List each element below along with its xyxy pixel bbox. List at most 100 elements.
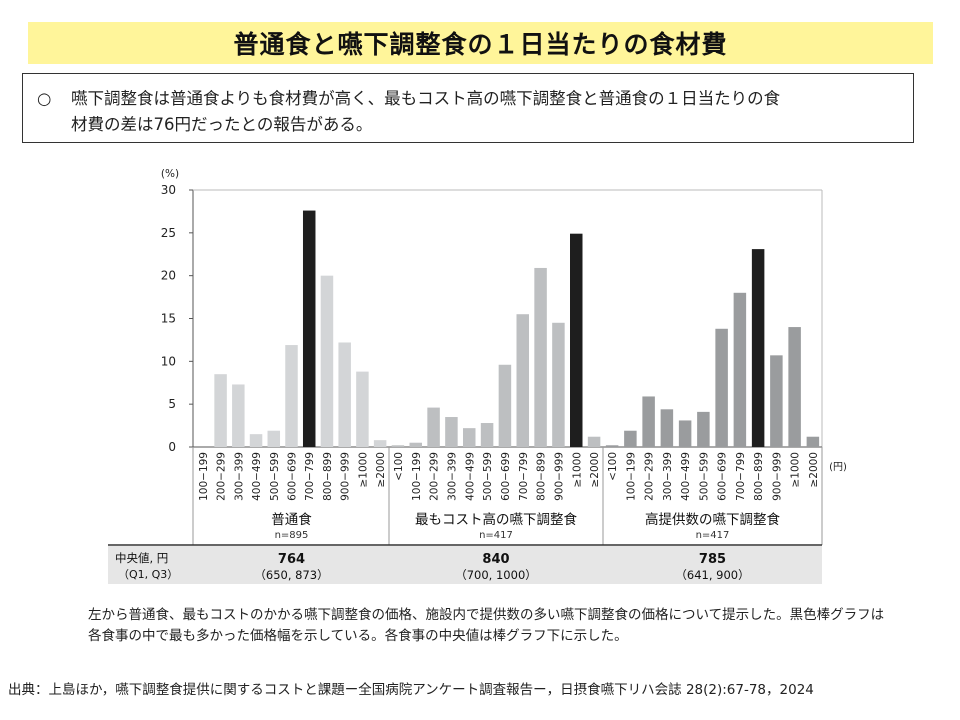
bar bbox=[516, 314, 529, 447]
bar bbox=[302, 210, 316, 447]
median-value: 764 bbox=[278, 552, 305, 567]
bar bbox=[373, 440, 387, 447]
y-unit-label: (%) bbox=[161, 168, 179, 180]
median-value: 785 bbox=[699, 552, 726, 567]
summary-line-1: ○ 嚥下調整食は普通食よりも食材費が高く、最もコスト高の嚥下調整食と普通食の１日当… bbox=[37, 86, 899, 112]
x-tick-label: 800−899 bbox=[536, 452, 548, 501]
quartile-values: （650, 873） bbox=[254, 568, 328, 582]
bar bbox=[427, 407, 440, 447]
y-tick-label: 15 bbox=[161, 312, 176, 326]
group-n-label: n=417 bbox=[696, 530, 730, 541]
median-table-background bbox=[108, 546, 822, 584]
x-tick-label: 100−199 bbox=[411, 452, 423, 501]
x-tick-label: 200−299 bbox=[644, 452, 656, 501]
bar bbox=[715, 328, 728, 447]
group-label: 普通食 bbox=[271, 511, 312, 528]
bar bbox=[445, 417, 458, 447]
x-tick-label: 600−699 bbox=[287, 452, 299, 501]
x-tick-label: 400−499 bbox=[251, 452, 263, 501]
x-tick-label: 400−499 bbox=[464, 452, 476, 501]
x-tick-label: ≥2000 bbox=[589, 452, 601, 488]
bar bbox=[806, 436, 820, 447]
y-tick-label: 30 bbox=[161, 183, 176, 197]
bar bbox=[391, 445, 405, 447]
x-tick-label: 200−299 bbox=[216, 452, 228, 501]
bar bbox=[587, 436, 601, 447]
x-tick-label: 500−599 bbox=[482, 452, 494, 501]
bar bbox=[249, 434, 263, 447]
x-tick-label: 600−699 bbox=[717, 452, 729, 501]
x-unit-label: (円) bbox=[829, 462, 847, 473]
bar bbox=[733, 292, 747, 447]
bullet-icon: ○ bbox=[37, 89, 52, 108]
bar bbox=[660, 409, 674, 447]
bar bbox=[463, 428, 476, 447]
x-tick-label: ≥2000 bbox=[375, 452, 387, 488]
bar bbox=[678, 420, 692, 447]
y-tick-label: 10 bbox=[161, 354, 176, 368]
caption-line-1: 左から普通食、最もコストのかかる嚥下調整食の価格、施設内で提供数の多い嚥下調整食… bbox=[88, 607, 885, 623]
y-tick-label: 20 bbox=[161, 269, 176, 283]
bar bbox=[285, 345, 298, 447]
bar bbox=[214, 374, 227, 447]
median-row-label: 中央値, 円 bbox=[115, 551, 168, 565]
x-tick-label: <100 bbox=[607, 452, 619, 481]
summary-box: ○ 嚥下調整食は普通食よりも食材費が高く、最もコスト高の嚥下調整食と普通食の１日当… bbox=[22, 73, 914, 143]
caption-line-2: 各食事の中で最も多かった価格幅を示している。各食事の中央値は棒グラフ下に示した。 bbox=[88, 628, 628, 644]
bar bbox=[605, 445, 619, 447]
bar bbox=[552, 322, 565, 447]
bar bbox=[770, 355, 783, 447]
y-tick-label: 5 bbox=[168, 397, 176, 411]
group-label: 最もコスト高の嚥下調整食 bbox=[415, 511, 577, 528]
x-tick-label: 600−699 bbox=[500, 452, 512, 501]
x-tick-label: ≥2000 bbox=[808, 452, 820, 488]
x-tick-label: ≥1000 bbox=[790, 452, 802, 488]
page-title: 普通食と嚥下調整食の１日当たりの食材費 bbox=[233, 30, 728, 59]
x-tick-label: ≥1000 bbox=[571, 452, 583, 488]
group-n-label: n=417 bbox=[479, 530, 513, 541]
bar bbox=[267, 430, 281, 447]
bar bbox=[751, 249, 765, 447]
x-tick-label: 200−299 bbox=[429, 452, 441, 501]
bar bbox=[232, 384, 245, 447]
bar bbox=[570, 233, 583, 447]
y-tick-label: 25 bbox=[161, 226, 176, 240]
x-tick-label: 300−399 bbox=[446, 452, 458, 501]
x-tick-label: 400−499 bbox=[680, 452, 692, 501]
quartile-row-label: （Q1, Q3） bbox=[118, 568, 178, 581]
source-citation: 出典：上島ほか，嚥下調整食提供に関するコストと課題ー全国病院アンケート調査報告ー… bbox=[8, 682, 814, 698]
bar bbox=[534, 267, 547, 447]
summary-line-2: 材費の差は76円だったとの報告がある。 bbox=[71, 115, 373, 134]
x-tick-label: 100−199 bbox=[198, 452, 210, 501]
x-tick-label: 900−999 bbox=[771, 452, 783, 501]
x-tick-label: 100−199 bbox=[625, 452, 637, 501]
x-tick-label: ≥1000 bbox=[357, 452, 369, 488]
x-tick-label: 500−599 bbox=[269, 452, 281, 501]
x-tick-label: 700−799 bbox=[735, 452, 747, 501]
bar bbox=[788, 327, 801, 447]
x-tick-label: 700−799 bbox=[518, 452, 530, 501]
summary-text-1: 嚥下調整食は普通食よりも食材費が高く、最もコスト高の嚥下調整食と普通食の１日当た… bbox=[71, 89, 781, 108]
bar bbox=[356, 371, 369, 447]
quartile-values: （641, 900） bbox=[675, 568, 749, 582]
x-tick-label: 500−599 bbox=[698, 452, 710, 501]
x-tick-label: 900−999 bbox=[340, 452, 352, 501]
quartile-values: （700, 1000） bbox=[455, 568, 537, 582]
x-tick-label: 800−899 bbox=[322, 452, 334, 501]
bar bbox=[409, 442, 422, 447]
x-tick-label: 900−999 bbox=[553, 452, 565, 501]
bar bbox=[697, 411, 710, 447]
x-tick-label: 700−799 bbox=[304, 452, 316, 501]
group-n-label: n=895 bbox=[275, 530, 309, 541]
x-tick-label: 300−399 bbox=[662, 452, 674, 501]
bar bbox=[642, 396, 655, 447]
title-banner: 普通食と嚥下調整食の１日当たりの食材費 bbox=[28, 22, 933, 64]
y-tick-label: 0 bbox=[168, 440, 176, 454]
x-tick-label: <100 bbox=[393, 452, 405, 481]
median-value: 840 bbox=[482, 552, 509, 567]
figure-caption: 左から普通食、最もコストのかかる嚥下調整食の価格、施設内で提供数の多い嚥下調整食… bbox=[88, 605, 928, 647]
bar bbox=[338, 342, 351, 447]
x-tick-label: 800−899 bbox=[753, 452, 765, 501]
bar bbox=[320, 275, 334, 447]
